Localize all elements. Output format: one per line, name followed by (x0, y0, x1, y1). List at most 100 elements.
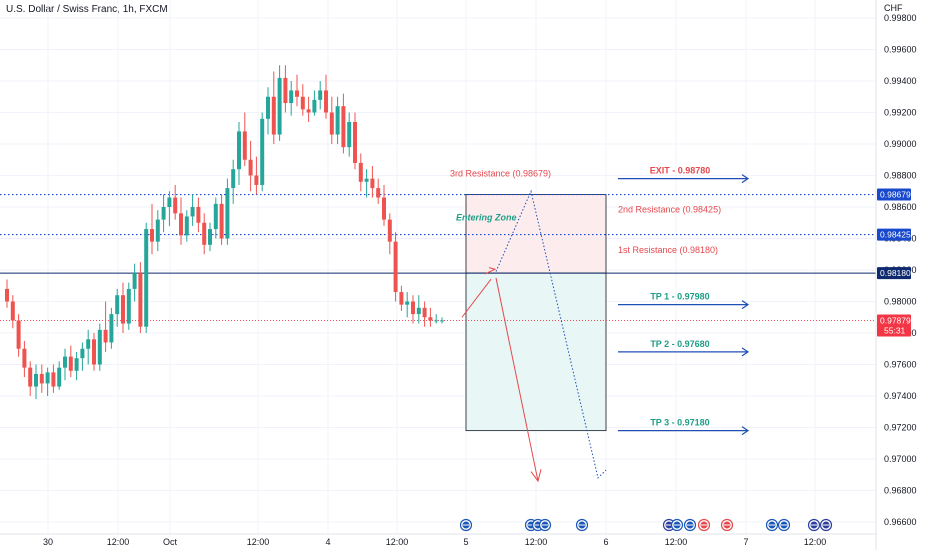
red-entry-arrowhead (484, 267, 497, 275)
red-entry-path (461, 278, 492, 318)
y-tick-label: 0.98600 (884, 202, 917, 212)
us-flag-icon[interactable] (683, 518, 697, 532)
x-tick-label: 30 (43, 537, 53, 547)
economic-events[interactable] (459, 518, 833, 532)
candle-body (324, 90, 328, 113)
entering-zone-label: Entering Zone (456, 213, 517, 223)
trade-zones (465, 194, 607, 432)
eu-flag-icon[interactable] (807, 518, 821, 532)
candle-body (271, 96, 276, 135)
resistance-2-label: 2nd Resistance (0.98425) (618, 205, 721, 215)
candle-body (428, 317, 433, 321)
candle-body (411, 301, 415, 315)
us-flag-icon[interactable] (765, 518, 779, 532)
blue-dotted-path (495, 189, 607, 479)
last-price-tag-text: 0.97879 (880, 316, 911, 326)
candle-body (300, 96, 305, 110)
candle-body (167, 197, 172, 207)
candle-body (190, 207, 195, 217)
annotations: 3rd Resistance (0.98679) 2nd Resistance (… (450, 166, 750, 436)
x-tick-label: 12:00 (665, 537, 688, 547)
candle-body (318, 90, 323, 100)
candle-body (80, 348, 85, 359)
candle-body (109, 314, 114, 343)
x-tick-label: 12:00 (386, 537, 409, 547)
candle-body (51, 372, 56, 387)
tp3-label-arrowhead (741, 426, 750, 436)
candle-body (399, 292, 404, 305)
resistance-3-label: 3rd Resistance (0.98679) (450, 169, 551, 179)
candle-body (196, 207, 201, 223)
candle-body (341, 106, 346, 148)
y-tick-label: 0.99000 (884, 139, 917, 149)
candle-body (306, 109, 311, 113)
candle-body (16, 320, 21, 349)
candle-body (22, 348, 27, 368)
x-tick-label: 12:00 (804, 537, 827, 547)
candle-body (283, 77, 288, 104)
candles (5, 65, 444, 400)
candle-body (277, 77, 282, 135)
candle-body (74, 358, 79, 371)
chart-title: U.S. Dollar / Swiss Franc, 1h, FXCM (6, 4, 168, 15)
red-down-path (495, 277, 539, 482)
candle-body (121, 295, 125, 324)
level-tag-98425-text: 0.98425 (880, 230, 911, 240)
candle-body (5, 288, 9, 302)
y-tick-label: 0.99800 (884, 13, 917, 23)
exit-label-arrowhead (741, 174, 750, 184)
candle-body (57, 367, 62, 387)
candle-body (382, 197, 386, 220)
y-tick-label: 0.97600 (884, 360, 917, 370)
ch-flag-icon[interactable] (720, 518, 734, 532)
candle-body (144, 229, 149, 327)
candle-body (97, 329, 102, 365)
level-tag-98180-text: 0.98180 (880, 268, 911, 278)
eu-flag-icon[interactable] (819, 518, 833, 532)
candle-body (225, 188, 230, 239)
candle-body (248, 159, 253, 176)
us-flag-icon[interactable] (777, 518, 791, 532)
y-tick-label: 0.98800 (884, 171, 917, 181)
y-tick-label: 0.97200 (884, 423, 917, 433)
last-price-tag-countdown: 55:31 (884, 326, 906, 336)
level-tag-98425-bg (877, 228, 911, 241)
us-flag-icon[interactable] (459, 518, 473, 532)
candle-body (289, 90, 294, 104)
us-flag-icon[interactable] (670, 518, 684, 532)
candle-body (184, 216, 189, 236)
candle-body (161, 207, 166, 220)
candle-body (405, 301, 410, 305)
level-tag-98679-text: 0.98679 (880, 190, 911, 200)
projection-paths (461, 189, 607, 483)
x-tick-label: 5 (463, 537, 468, 547)
us-flag-icon[interactable] (538, 518, 552, 532)
red-down-arrowhead (530, 469, 542, 483)
candle-body (138, 273, 143, 327)
candle-body (213, 203, 218, 230)
us-flag-icon[interactable] (575, 518, 589, 532)
y-tick-label: 0.96800 (884, 486, 917, 496)
y-tick-label: 0.99600 (884, 45, 917, 55)
last-price-tag-bg (877, 314, 911, 337)
level-tag-98679: 0.98679 (877, 188, 911, 201)
ch-flag-icon[interactable] (697, 518, 711, 532)
candle-body (45, 372, 50, 384)
candle-body (416, 307, 421, 315)
candle-body (86, 339, 91, 349)
x-tick-label: 6 (603, 537, 608, 547)
y-tick-label: 0.99400 (884, 76, 917, 86)
y-tick-label: 0.97000 (884, 454, 917, 464)
candle-body (132, 273, 137, 289)
time-axis[interactable]: 30 12:00 Oct 12:00 4 12:00 5 12:00 6 12:00 7 12:00 (0, 533, 876, 547)
candle-body (358, 162, 363, 182)
candle-body (202, 222, 207, 245)
target-zone-box (465, 272, 607, 432)
candle-body (347, 121, 352, 148)
x-tick-label: 4 (325, 537, 330, 547)
candle-body (266, 96, 270, 119)
candle-body (39, 373, 44, 384)
tp3-label: TP 3 - 0.97180 (650, 418, 709, 428)
y-tick-label: 0.96600 (884, 517, 917, 527)
